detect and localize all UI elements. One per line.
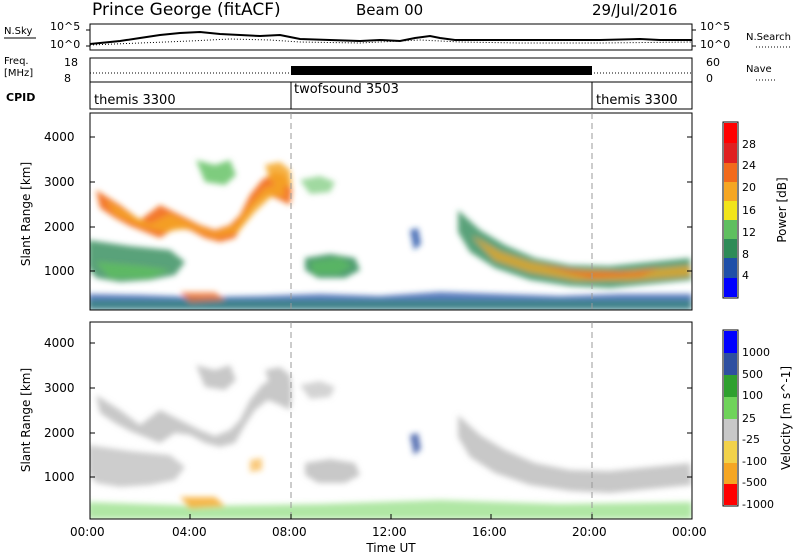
power-cbar-tick-4: 4 bbox=[742, 269, 749, 282]
x-axis-label: Time UT bbox=[365, 541, 416, 554]
freq-tick-18: 18 bbox=[64, 56, 78, 69]
vel-cbar-tick-500: 500 bbox=[742, 368, 763, 381]
velocity-ylabel: Slant Range [km] bbox=[19, 368, 33, 472]
power-cbar-label: Power [dB] bbox=[775, 177, 789, 242]
frequency-panel: Freq. [MHz] 18 8 Nave 60 0 bbox=[4, 56, 776, 85]
xtick-0400: 04:00 bbox=[172, 525, 207, 539]
velocity-panel: 1000 2000 3000 4000 Slant Range [km] bbox=[19, 321, 693, 520]
power-ytick-2000: 2000 bbox=[44, 220, 75, 234]
power-panel: 1000 2000 3000 4000 Slant Range [km] bbox=[19, 112, 693, 311]
velocity-heatmap bbox=[90, 365, 692, 519]
vel-cbar-tick-minus500: -500 bbox=[742, 476, 767, 489]
xtick-2000: 20:00 bbox=[572, 525, 607, 539]
cpid-segment-3: themis 3300 bbox=[596, 93, 678, 108]
cpid-label: CPID bbox=[6, 91, 35, 104]
power-cbar-tick-28: 28 bbox=[742, 138, 756, 151]
nave-tick-60: 60 bbox=[706, 56, 720, 69]
power-cbar-tick-8: 8 bbox=[742, 248, 749, 261]
date-title: 29/Jul/2016 bbox=[592, 1, 677, 19]
vel-cbar-tick-minus1000: -1000 bbox=[742, 498, 774, 511]
status-panel: N.Sky 10^5 10^0 N.Search 10^5 10^0 bbox=[4, 20, 792, 51]
velocity-colorbar: 1000 500 100 25 -25 -100 -500 -1000 Velo… bbox=[722, 329, 793, 511]
velocity-ytick-2000: 2000 bbox=[44, 426, 75, 440]
freq-unit-label: [MHz] bbox=[4, 68, 33, 79]
status-right-tick-top: 10^5 bbox=[700, 20, 730, 33]
vel-cbar-tick-100: 100 bbox=[742, 389, 763, 402]
velocity-cbar-label: Velocity [m s^-1] bbox=[779, 366, 793, 470]
power-cbar-tick-24: 24 bbox=[742, 159, 756, 172]
nsky-label: N.Sky bbox=[4, 26, 32, 37]
beam-title: Beam 00 bbox=[356, 1, 423, 19]
power-cbar-tick-12: 12 bbox=[742, 226, 756, 239]
xtick-1200: 12:00 bbox=[372, 525, 407, 539]
noise-sky-line bbox=[89, 30, 692, 45]
freq-tick-8: 8 bbox=[64, 72, 71, 85]
xtick-2400: 00:00 bbox=[672, 525, 707, 539]
noise-search-line bbox=[89, 38, 693, 46]
power-cbar-tick-20: 20 bbox=[742, 181, 756, 194]
power-y-ticks bbox=[90, 136, 692, 272]
power-ytick-4000: 4000 bbox=[44, 130, 75, 144]
status-left-tick-top: 10^5 bbox=[50, 20, 80, 33]
velocity-ytick-3000: 3000 bbox=[44, 381, 75, 395]
power-cbar-tick-16: 16 bbox=[742, 204, 756, 217]
power-heatmap bbox=[90, 160, 692, 310]
freq-label: Freq. bbox=[4, 56, 29, 67]
cpid-panel: CPID themis 3300 twofsound 3503 themis 3… bbox=[6, 81, 693, 110]
nave-label: Nave bbox=[746, 64, 772, 75]
power-colorbar: 28 24 20 16 12 8 4 Power [dB] bbox=[722, 121, 789, 299]
status-left-tick-bottom: 10^0 bbox=[50, 38, 80, 51]
velocity-ytick-1000: 1000 bbox=[44, 470, 75, 484]
xtick-0800: 08:00 bbox=[272, 525, 307, 539]
power-ylabel: Slant Range [km] bbox=[19, 162, 33, 266]
x-axis: 00:00 04:00 08:00 12:00 16:00 20:00 00:0… bbox=[70, 514, 707, 554]
xtick-0000: 00:00 bbox=[70, 525, 105, 539]
vel-cbar-tick-minus25: -25 bbox=[742, 433, 760, 446]
nsearch-label: N.Search bbox=[746, 32, 791, 43]
power-ytick-3000: 3000 bbox=[44, 175, 75, 189]
station-title: Prince George (fitACF) bbox=[92, 0, 281, 20]
status-right-tick-bottom: 10^0 bbox=[700, 38, 730, 51]
cpid-segment-1: themis 3300 bbox=[94, 93, 176, 108]
vel-cbar-tick-25: 25 bbox=[742, 412, 756, 425]
vel-cbar-tick-minus100: -100 bbox=[742, 455, 767, 468]
cpid-segment-2: twofsound 3503 bbox=[294, 82, 399, 97]
velocity-ytick-4000: 4000 bbox=[44, 336, 75, 350]
vel-cbar-tick-1000: 1000 bbox=[742, 346, 770, 359]
xtick-1600: 16:00 bbox=[472, 525, 507, 539]
nave-tick-0: 0 bbox=[706, 72, 713, 85]
power-ytick-1000: 1000 bbox=[44, 264, 75, 278]
high-nave-block bbox=[291, 66, 592, 75]
velocity-y-ticks bbox=[90, 342, 692, 478]
